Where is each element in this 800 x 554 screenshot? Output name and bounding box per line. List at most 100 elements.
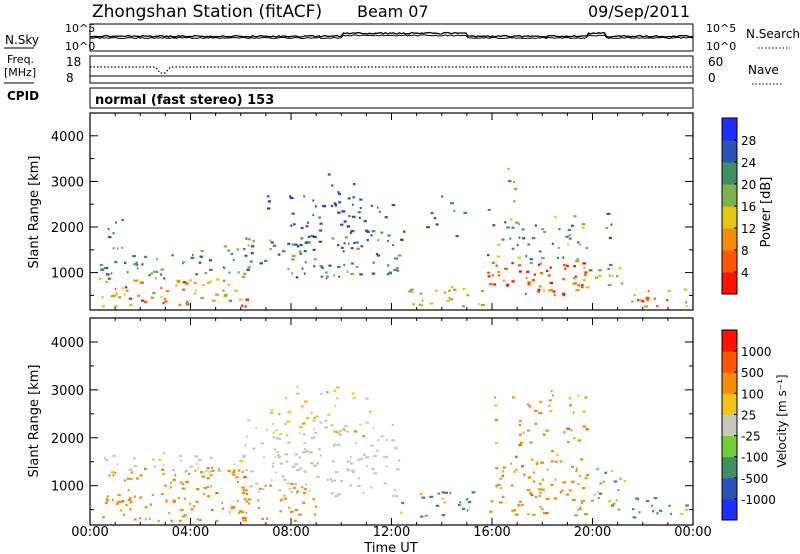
colorbar-swatch	[722, 456, 737, 479]
heatmap-cell	[252, 447, 256, 450]
heatmap-cell	[377, 439, 380, 442]
heatmap-cell	[525, 276, 528, 279]
heatmap-cell	[572, 277, 576, 280]
heatmap-cell	[177, 280, 181, 283]
heatmap-cell	[571, 224, 574, 227]
heatmap-cell	[133, 457, 136, 460]
heatmap-cell	[581, 223, 586, 226]
heatmap-cell	[337, 244, 340, 247]
heatmap-cell	[271, 465, 275, 468]
heatmap-cell	[320, 275, 324, 278]
heatmap-cell	[125, 503, 128, 506]
heatmap-cell	[212, 299, 216, 302]
heatmap-cell	[369, 410, 372, 413]
heatmap-cell	[241, 486, 245, 489]
heatmap-cell	[300, 226, 304, 230]
heatmap-cell	[131, 255, 134, 258]
heatmap-cell	[112, 474, 115, 477]
heatmap-cell	[162, 452, 165, 455]
heatmap-cell	[513, 470, 516, 473]
heatmap-cell	[389, 271, 392, 274]
heatmap-cell	[172, 500, 176, 504]
heatmap-cell	[303, 272, 306, 275]
heatmap-cell	[319, 222, 323, 225]
heatmap-cell	[532, 480, 536, 483]
heatmap-cell	[330, 478, 333, 481]
heatmap-cell	[429, 302, 434, 305]
heatmap-cell	[249, 485, 254, 488]
heatmap-cell	[135, 279, 139, 282]
heatmap-cell	[277, 438, 282, 441]
heatmap-cell	[527, 281, 531, 284]
heatmap-cell	[565, 493, 569, 496]
heatmap-cell	[221, 501, 224, 504]
heatmap-cell	[338, 433, 342, 436]
colorbar-swatch	[722, 372, 737, 394]
heatmap-cell	[272, 422, 275, 425]
heatmap-cell	[287, 242, 291, 245]
heatmap-cell	[385, 455, 389, 458]
heatmap-cell	[348, 242, 350, 245]
heatmap-cell	[299, 467, 303, 470]
heatmap-cell	[237, 469, 241, 472]
heatmap-cell	[527, 283, 531, 286]
heatmap-cell	[245, 500, 249, 503]
heatmap-cell	[186, 301, 189, 304]
heatmap-cell	[330, 424, 334, 427]
heatmap-cell	[582, 500, 585, 503]
heatmap-cell	[595, 276, 599, 279]
heatmap-cell	[487, 275, 491, 278]
heatmap-cell	[584, 273, 587, 277]
heatmap-cell	[121, 246, 124, 249]
heatmap-cell	[511, 509, 515, 512]
heatmap-cell	[375, 252, 378, 256]
heatmap-cell	[170, 519, 173, 522]
heatmap-cell	[337, 493, 341, 496]
heatmap-cell	[549, 409, 553, 413]
heatmap-cell	[248, 498, 252, 501]
heatmap-cell	[302, 433, 306, 436]
heatmap-cell	[334, 204, 338, 207]
heatmap-cell	[126, 271, 129, 274]
heatmap-cell	[596, 468, 600, 471]
heatmap-cell	[494, 396, 497, 399]
noise-left-tick-top: 10^5	[65, 22, 95, 35]
heatmap-cell	[352, 470, 356, 474]
heatmap-cell	[207, 281, 210, 284]
heatmap-cell	[541, 478, 545, 481]
heatmap-cell	[227, 249, 230, 252]
heatmap-cell	[110, 295, 115, 298]
heatmap-cell	[346, 225, 350, 228]
colorbar-swatch	[722, 206, 737, 229]
heatmap-cell	[165, 290, 170, 293]
time-tick-label: 00:00	[674, 525, 711, 540]
power-colorbar-label: Power [dB]	[759, 177, 774, 248]
heatmap-cell	[107, 236, 112, 239]
heatmap-cell	[175, 284, 178, 287]
heatmap-cell	[346, 460, 350, 463]
heatmap-cell	[237, 271, 240, 274]
heatmap-cell	[531, 458, 534, 461]
heatmap-cell	[211, 466, 214, 469]
heatmap-cell	[333, 443, 337, 446]
heatmap-cell	[370, 204, 373, 207]
heatmap-cell	[541, 461, 544, 464]
heatmap-cell	[395, 468, 400, 471]
heatmap-cell	[577, 509, 579, 512]
heatmap-cell	[394, 447, 398, 450]
heatmap-cell	[178, 303, 181, 306]
velocity-ylabel: Slant Range [km]	[27, 365, 42, 478]
heatmap-cell	[572, 282, 575, 285]
noise-right-tick-top: 10^5	[706, 22, 736, 35]
heatmap-cell	[577, 241, 580, 244]
heatmap-cell	[192, 254, 194, 257]
heatmap-cell	[548, 399, 552, 402]
heatmap-cell	[575, 467, 578, 470]
heatmap-cell	[666, 299, 669, 302]
time-axis-label: Time UT	[363, 541, 417, 554]
heatmap-cell	[271, 409, 273, 412]
heatmap-cell	[556, 453, 559, 456]
heatmap-cell	[245, 237, 248, 240]
heatmap-cell	[135, 261, 138, 264]
heatmap-cell	[573, 265, 576, 268]
